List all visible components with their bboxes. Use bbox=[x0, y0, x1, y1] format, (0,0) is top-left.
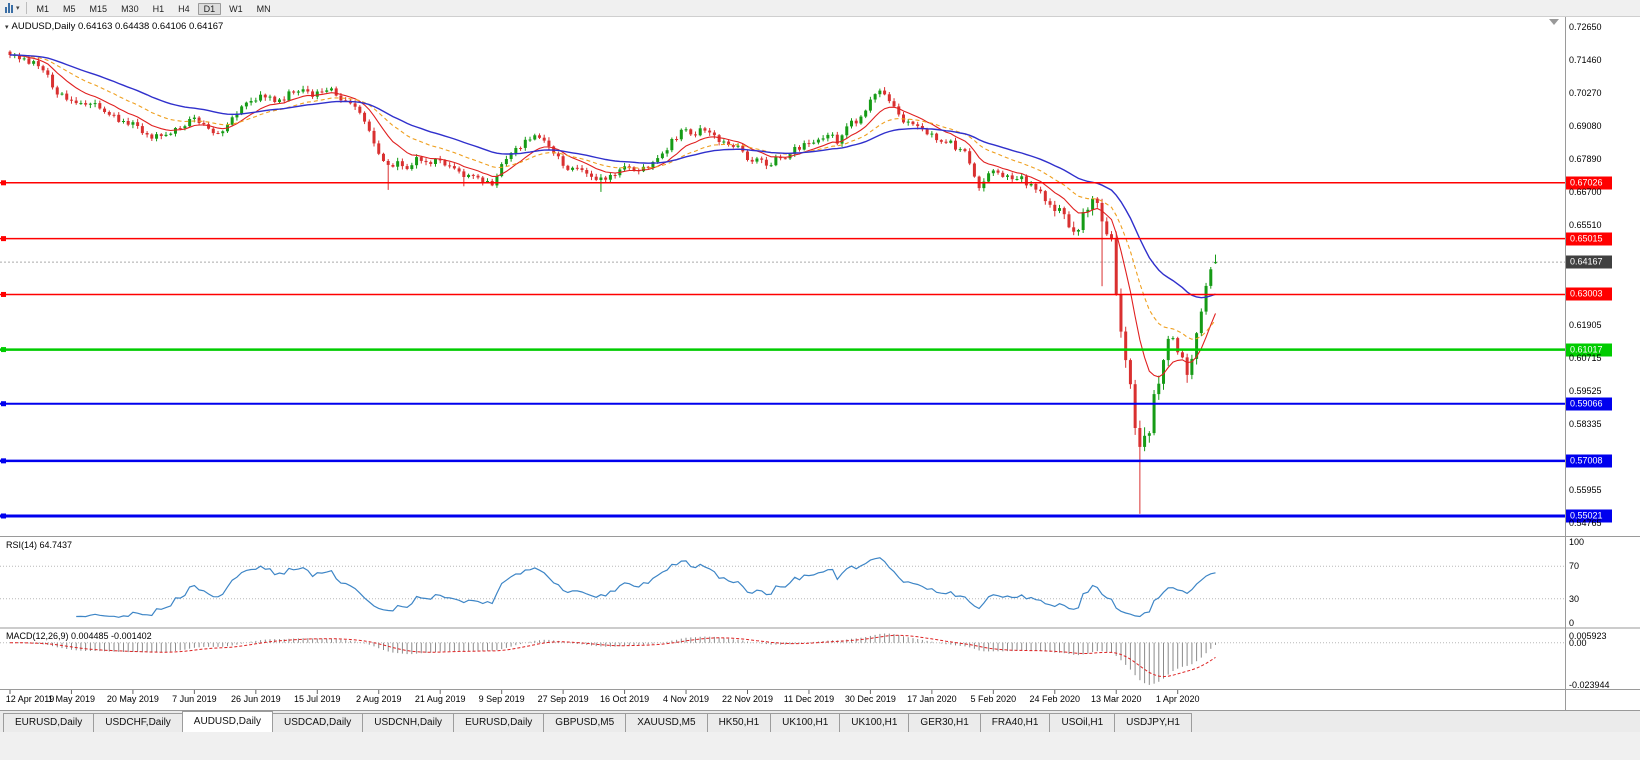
chart-tab-fra40-h1-12[interactable]: FRA40,H1 bbox=[979, 713, 1051, 732]
symbol-ohlc-line: ▾ AUDUSD,Daily 0.64163 0.64438 0.64106 0.… bbox=[5, 21, 223, 32]
timeframe-button-w1[interactable]: W1 bbox=[229, 4, 243, 14]
moving-average-ma-mid bbox=[10, 54, 1216, 340]
timeframe-button-mn[interactable]: MN bbox=[256, 4, 271, 14]
rsi-pane-label: RSI(14) 64.7437 bbox=[6, 540, 73, 550]
rsi-pane bbox=[0, 557, 1565, 618]
timeframe-buttons: M1 M5 M15 M30 H1 H4 D1 W1 MN bbox=[30, 0, 278, 17]
timeframe-button-m5[interactable]: M5 bbox=[63, 4, 76, 14]
chart-tab-xauusd-m5-7[interactable]: XAUUSD,M5 bbox=[625, 713, 708, 732]
timeframe-button-d1[interactable]: D1 bbox=[197, 3, 222, 15]
pane-separators bbox=[0, 17, 1640, 710]
status-strip bbox=[0, 732, 1640, 760]
chart-tab-ger30-h1-11[interactable]: GER30,H1 bbox=[908, 713, 981, 732]
chart-tab-bar: EURUSD,Daily USDCHF,Daily AUDUSD,Daily USDC… bbox=[0, 710, 1640, 732]
chart-tab-gbpusd-m5-6[interactable]: GBPUSD,M5 bbox=[543, 713, 627, 732]
hline-0.61017[interactable] bbox=[0, 347, 1565, 353]
timeframe-button-h1[interactable]: H1 bbox=[152, 4, 165, 14]
price-axis[interactable] bbox=[1565, 17, 1640, 690]
timeframe-button-m30[interactable]: M30 bbox=[121, 4, 139, 14]
chart-dropdown-caret-icon[interactable]: ▾ bbox=[16, 5, 20, 12]
candlestick-series bbox=[8, 50, 1218, 514]
chart-tab-usoil-h1-13[interactable]: USOil,H1 bbox=[1049, 713, 1116, 732]
symbol-dropdown-icon[interactable]: ▾ bbox=[5, 24, 9, 31]
chart-tab-usdchf-daily-1[interactable]: USDCHF,Daily bbox=[93, 713, 183, 732]
macd-pane-label: MACD(12,26,9) 0.004485 -0.001402 bbox=[6, 631, 152, 641]
timeframe-button-h4[interactable]: H4 bbox=[178, 4, 190, 14]
timeframe-button-m1[interactable]: M1 bbox=[36, 4, 50, 14]
chart-tab-uk100-h1-9[interactable]: UK100,H1 bbox=[770, 713, 841, 732]
moving-average-ma-fast bbox=[10, 54, 1217, 378]
chart-tab-audusd-daily-2[interactable]: AUDUSD,Daily bbox=[181, 711, 274, 732]
chart-tab-usdjpy-h1-14[interactable]: USDJPY,H1 bbox=[1114, 713, 1192, 732]
chart-tab-uk100-h1-10[interactable]: UK100,H1 bbox=[839, 713, 910, 732]
chart-tab-eurusd-daily-0[interactable]: EURUSD,Daily bbox=[3, 713, 95, 732]
macd-pane bbox=[0, 633, 1565, 685]
moving-average-ma-slow bbox=[10, 54, 1216, 299]
timeframe-toolbar: ▾ M1 M5 M15 M30 H1 H4 D1 W1 MN bbox=[0, 0, 1640, 17]
hline-0.59066[interactable] bbox=[0, 401, 1565, 407]
chart-type-icon[interactable] bbox=[5, 3, 13, 13]
toolbar-separator bbox=[25, 2, 27, 14]
chart-shift-marker[interactable] bbox=[1549, 19, 1559, 25]
macd-histogram bbox=[19, 633, 1216, 685]
chart-tab-eurusd-daily-5[interactable]: EURUSD,Daily bbox=[453, 713, 545, 732]
hline-0.67026[interactable] bbox=[0, 180, 1565, 186]
time-axis[interactable] bbox=[0, 690, 1565, 710]
rsi-line bbox=[76, 557, 1216, 618]
hline-0.63003[interactable] bbox=[0, 291, 1565, 297]
hline-0.65015[interactable] bbox=[0, 236, 1565, 242]
macd-signal-line bbox=[10, 634, 1216, 678]
timeframe-button-m15[interactable]: M15 bbox=[89, 4, 108, 14]
chart-tab-usdcad-daily-3[interactable]: USDCAD,Daily bbox=[272, 713, 364, 732]
hline-0.55021[interactable] bbox=[0, 513, 1565, 519]
ohlc-text: AUDUSD,Daily 0.64163 0.64438 0.64106 0.6… bbox=[11, 21, 224, 32]
hline-0.57008[interactable] bbox=[0, 458, 1565, 464]
chart-tab-hk50-h1-8[interactable]: HK50,H1 bbox=[706, 713, 772, 732]
chart-tab-usdcnh-daily-4[interactable]: USDCNH,Daily bbox=[362, 713, 455, 732]
